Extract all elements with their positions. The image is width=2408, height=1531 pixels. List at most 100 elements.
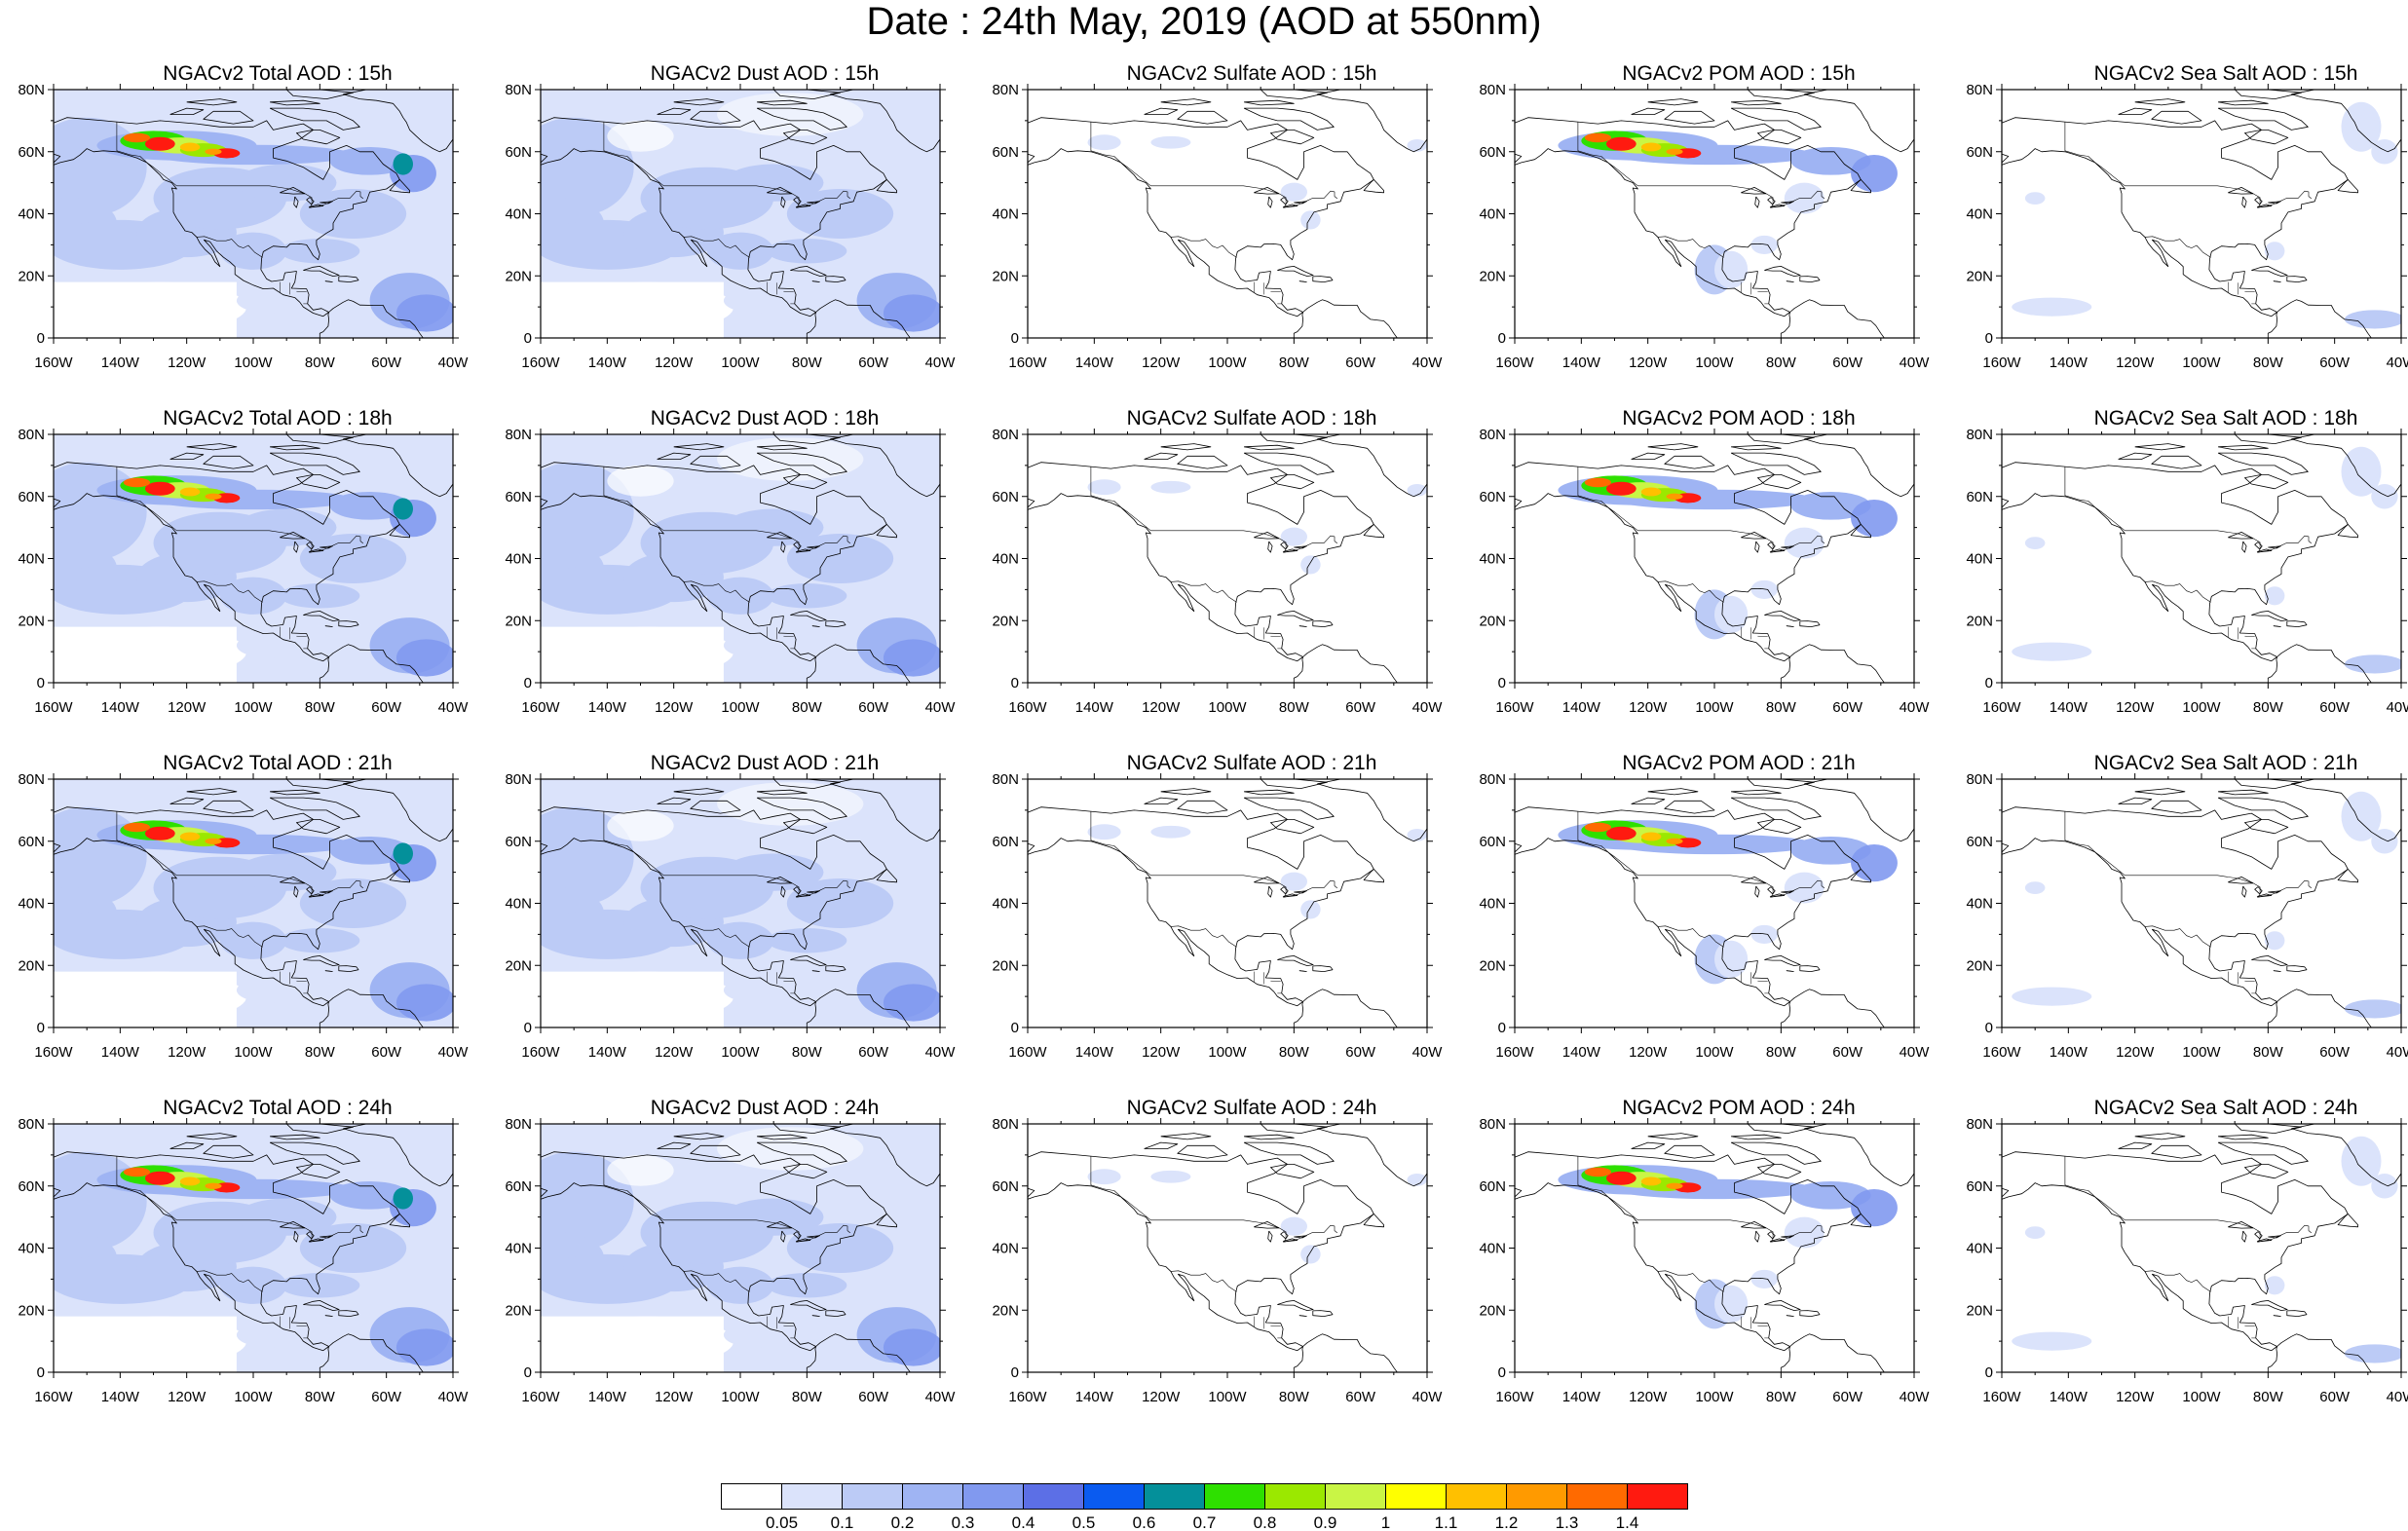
lat-tick-label: 0 [1498,1364,1506,1381]
lat-tick-label: 20N [992,957,1019,974]
lon-tick-label: 140W [1075,1044,1114,1061]
map-plot: 80N 60N 40N 20N 0 160W 140W 120W 100W 80W 60W 40W [1966,1116,2408,1405]
lon-tick-label: 80W [792,355,823,371]
lon-tick-label: 100W [1208,355,1247,371]
lon-tick-label: 160W [521,355,560,371]
aod-field [1558,820,1898,985]
lat-tick-label: 40N [505,551,532,568]
coastlines [1028,434,1427,683]
lon-tick-label: 60W [2319,1389,2351,1405]
map-plot: 80N 60N 40N 20N 0 160W 140W 120W 100W 80W 60W 40W [1966,427,2408,716]
lat-tick-label: 60N [18,489,45,505]
panel-title: NGACv2 POM AOD : 18h [1622,407,1856,429]
colorbar-swatch [1023,1483,1084,1510]
lon-tick-label: 60W [858,699,889,716]
colorbar-label: 1 [1381,1513,1390,1531]
lon-tick-label: 100W [2182,699,2221,716]
colorbar-swatch [1446,1483,1507,1510]
colorbar-label: 0.1 [831,1513,854,1531]
lon-tick-label: 40W [438,1389,470,1405]
colorbar-swatch [1204,1483,1265,1510]
colorbar-swatch [1506,1483,1567,1510]
lon-tick-label: 80W [305,1389,336,1405]
lat-tick-label: 20N [1479,268,1506,284]
coastlines [541,434,940,683]
map-plot: 80N 60N 40N 20N 0 160W 140W 120W 100W 80W 60W 40W [505,427,956,716]
lon-tick-label: 120W [1629,1044,1668,1061]
lon-tick-label: 120W [1629,355,1668,371]
lon-tick-label: 100W [1695,699,1734,716]
lon-tick-label: 60W [2319,699,2351,716]
lat-tick-label: 20N [505,957,532,974]
lon-tick-label: 60W [858,1044,889,1061]
lon-tick-label: 80W [1279,355,1310,371]
lat-tick-label: 20N [1966,268,1993,284]
lon-tick-label: 120W [2116,699,2155,716]
lon-tick-label: 160W [1495,1389,1534,1405]
lat-tick-label: 40N [1479,551,1506,568]
lon-tick-label: 120W [2116,1389,2155,1405]
lat-tick-label: 40N [992,896,1019,913]
lon-tick-label: 40W [1900,1389,1931,1405]
lon-tick-label: 140W [1562,1044,1601,1061]
lon-tick-label: 40W [2387,1044,2408,1061]
aod-field [54,779,453,1027]
lat-tick-label: 80N [18,427,45,443]
lat-tick-label: 80N [505,427,532,443]
coastlines [54,1124,453,1372]
colorbar-swatch [962,1483,1024,1510]
panel-title: NGACv2 Dust AOD : 18h [650,407,880,429]
lon-tick-label: 100W [2182,355,2221,371]
lat-tick-label: 0 [1985,1364,1993,1381]
aod-field [2012,791,2401,1019]
coastlines [2002,779,2401,1027]
lat-tick-label: 20N [1966,957,1993,974]
lon-tick-label: 160W [1982,355,2021,371]
lon-tick-label: 100W [234,1389,273,1405]
lat-tick-label: 20N [1479,957,1506,974]
panel-title: NGACv2 POM AOD : 15h [1622,62,1856,85]
colorbar-swatch [902,1483,963,1510]
lat-tick-label: 80N [505,1116,532,1133]
lat-tick-label: 80N [18,82,45,98]
coastlines [1028,779,1427,1027]
lon-tick-label: 60W [1345,699,1376,716]
lon-tick-label: 140W [588,699,627,716]
lon-tick-label: 100W [234,1044,273,1061]
map-panel-pom: NGACv2 POM AOD : 24h 80N 60N 40N 20N 0 160W 140… [1479,1097,1968,1442]
panel-title: NGACv2 Sea Salt AOD : 21h [2093,752,2358,774]
lat-tick-label: 20N [992,268,1019,284]
lon-tick-label: 140W [2050,355,2088,371]
panel-title: NGACv2 Sulfate AOD : 24h [1126,1097,1377,1119]
coastlines [1028,1124,1427,1372]
colorbar-swatch [1264,1483,1326,1510]
lat-tick-label: 60N [1966,1178,1993,1195]
panel-title: NGACv2 POM AOD : 24h [1622,1097,1856,1119]
lon-tick-label: 120W [1629,699,1668,716]
lon-tick-label: 140W [2050,1389,2088,1405]
lon-tick-label: 140W [2050,699,2088,716]
lon-tick-label: 160W [521,1044,560,1061]
lon-tick-label: 80W [792,1044,823,1061]
lat-tick-label: 80N [1479,427,1506,443]
aod-field [1558,131,1898,295]
colorbar-label: 0.3 [952,1513,975,1531]
lon-tick-label: 120W [168,1044,207,1061]
map-plot: 80N 60N 40N 20N 0 160W 140W 120W 100W 80W 60W 40W [992,427,1443,716]
lat-tick-label: 40N [992,1241,1019,1257]
lat-tick-label: 20N [505,613,532,629]
map-panel-total: NGACv2 Total AOD : 15h 80N 60N 40N 20N 0 160W 1… [18,62,507,408]
lon-tick-label: 160W [521,1389,560,1405]
lat-tick-label: 20N [18,268,45,284]
colorbar-label: 1.3 [1556,1513,1579,1531]
map-panel-sulfate: NGACv2 Sulfate AOD : 15h 80N 60N 40N 20N 0 160… [992,62,1481,408]
lat-tick-label: 60N [505,489,532,505]
lon-tick-label: 140W [588,355,627,371]
lat-tick-label: 80N [992,82,1019,98]
map-panel-seasalt: NGACv2 Sea Salt AOD : 15h 80N 60N 40N 20N 0 16… [1966,62,2408,408]
lon-tick-label: 80W [2253,1389,2284,1405]
lon-tick-label: 40W [1900,1044,1931,1061]
map-panel-pom: NGACv2 POM AOD : 21h 80N 60N 40N 20N 0 160W 140… [1479,752,1968,1098]
coastlines [541,779,940,1027]
lat-tick-label: 80N [992,427,1019,443]
